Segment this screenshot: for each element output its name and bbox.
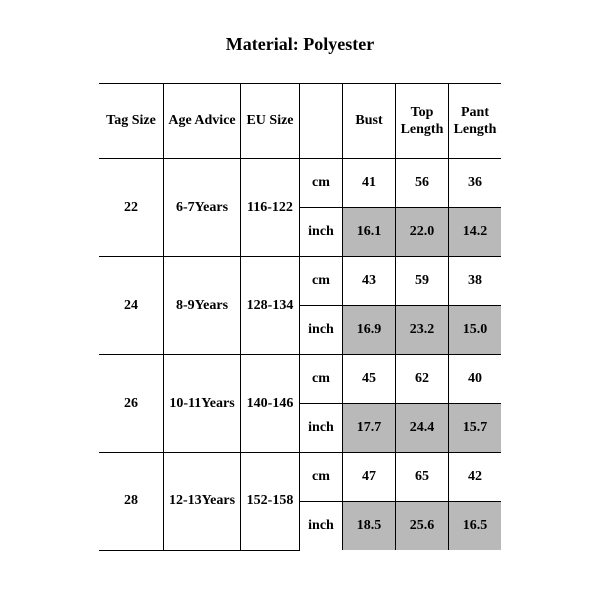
cell-bust-inch: 18.5 [343,502,396,551]
cell-age-advice: 10-11Years [164,355,241,453]
cell-top_length-cm: 65 [396,453,449,502]
cell-top_length-inch: 25.6 [396,502,449,551]
table-row: 226-7Years116-122cm415636 [99,159,501,208]
cell-tag-size: 24 [99,257,164,355]
cell-unit-cm: cm [300,453,343,502]
cell-top_length-inch: 24.4 [396,404,449,453]
col-header-top-length-l2: Length [396,121,448,139]
cell-eu-size: 140-146 [241,355,300,453]
cell-tag-size: 28 [99,453,164,551]
col-header-top-length-l1: Top [396,104,448,122]
cell-age-advice: 6-7Years [164,159,241,257]
cell-tag-size: 26 [99,355,164,453]
cell-eu-size: 152-158 [241,453,300,551]
cell-pant_length-inch: 15.0 [449,306,502,355]
cell-unit-cm: cm [300,159,343,208]
cell-top_length-cm: 59 [396,257,449,306]
size-table: Tag Size Age Advice EU Size Bust Top Len… [99,83,501,551]
cell-eu-size: 116-122 [241,159,300,257]
cell-unit-inch: inch [300,502,343,551]
cell-bust-inch: 16.1 [343,208,396,257]
cell-unit-cm: cm [300,355,343,404]
col-header-pant-length-l2: Length [449,121,501,139]
table-row: 2610-11Years140-146cm456240 [99,355,501,404]
cell-bust-inch: 16.9 [343,306,396,355]
col-header-tag-size: Tag Size [99,84,164,159]
table-header-row: Tag Size Age Advice EU Size Bust Top Len… [99,84,501,159]
cell-top_length-inch: 23.2 [396,306,449,355]
cell-pant_length-cm: 40 [449,355,502,404]
cell-age-advice: 8-9Years [164,257,241,355]
cell-pant_length-inch: 14.2 [449,208,502,257]
cell-unit-cm: cm [300,257,343,306]
cell-bust-cm: 41 [343,159,396,208]
cell-unit-inch: inch [300,208,343,257]
cell-unit-inch: inch [300,404,343,453]
col-header-eu-size: EU Size [241,84,300,159]
table-body: 226-7Years116-122cm415636inch16.122.014.… [99,159,501,551]
cell-bust-cm: 47 [343,453,396,502]
col-header-pant-length: Pant Length [449,84,502,159]
cell-pant_length-cm: 42 [449,453,502,502]
cell-pant_length-inch: 15.7 [449,404,502,453]
cell-age-advice: 12-13Years [164,453,241,551]
col-header-top-length: Top Length [396,84,449,159]
table-row: 248-9Years128-134cm435938 [99,257,501,306]
cell-bust-cm: 43 [343,257,396,306]
col-header-bust: Bust [343,84,396,159]
page: Material: Polyester Tag Size Age Advice … [0,0,600,600]
table-row: 2812-13Years152-158cm476542 [99,453,501,502]
cell-unit-inch: inch [300,306,343,355]
col-header-age-advice: Age Advice [164,84,241,159]
col-header-unit [300,84,343,159]
cell-pant_length-cm: 36 [449,159,502,208]
page-title: Material: Polyester [0,34,600,55]
cell-bust-cm: 45 [343,355,396,404]
cell-top_length-cm: 62 [396,355,449,404]
cell-pant_length-inch: 16.5 [449,502,502,551]
cell-bust-inch: 17.7 [343,404,396,453]
cell-pant_length-cm: 38 [449,257,502,306]
cell-eu-size: 128-134 [241,257,300,355]
cell-tag-size: 22 [99,159,164,257]
col-header-pant-length-l1: Pant [449,104,501,122]
cell-top_length-cm: 56 [396,159,449,208]
cell-top_length-inch: 22.0 [396,208,449,257]
